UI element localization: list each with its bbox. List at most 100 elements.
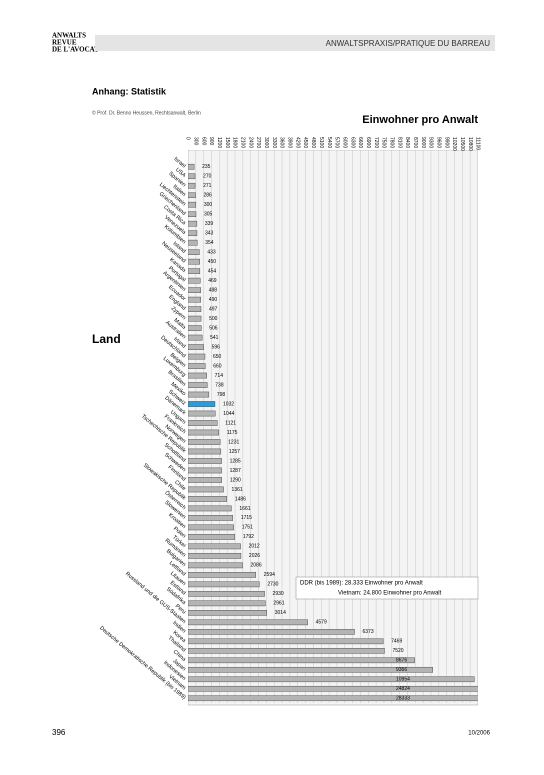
x-tick-label: 1800: [232, 137, 238, 148]
bar: [188, 458, 222, 464]
x-tick-label: 7500: [381, 137, 387, 148]
bar: [188, 657, 415, 664]
bar: [188, 638, 384, 645]
bar: [188, 391, 210, 398]
value-label: 454: [208, 268, 217, 274]
x-tick-label: 1200: [216, 137, 222, 148]
value-label: 490: [209, 297, 218, 303]
x-tick-label: 5100: [318, 137, 324, 148]
bar: [188, 420, 218, 426]
value-label: 343: [205, 231, 214, 237]
x-tick-label: 3600: [279, 137, 285, 148]
value-label: 1044: [223, 411, 234, 417]
x-tick-label: 8700: [412, 137, 418, 148]
value-label: 450: [208, 259, 217, 265]
value-label: 1287: [230, 468, 241, 474]
annotation: DDR (bis 1989): 28.333 Einwohner pro Anw…: [300, 581, 423, 587]
bar: [188, 230, 198, 236]
bar: [188, 581, 260, 588]
x-tick-label: 2700: [255, 137, 261, 148]
bar: [188, 477, 222, 483]
chart-title: Einwohner pro Anwalt: [362, 114, 478, 126]
value-label: 6373: [363, 629, 374, 635]
bar: [188, 201, 197, 208]
value-label: 9366: [396, 667, 407, 673]
bar: [188, 524, 234, 531]
value-label: 1361: [232, 487, 243, 493]
value-label: 235: [202, 164, 211, 170]
x-tick-label: 4800: [310, 137, 316, 148]
bar: [188, 410, 216, 417]
value-label: 28333: [396, 696, 410, 702]
x-tick-label: 6000: [341, 137, 347, 148]
value-label: 1231: [228, 439, 239, 445]
x-tick-label: 11100: [475, 137, 481, 150]
value-label: 650: [213, 354, 222, 360]
value-label: 3014: [275, 610, 286, 616]
x-tick-label: 8400: [404, 137, 410, 148]
value-label: 339: [205, 221, 214, 227]
value-label: 286: [203, 193, 212, 199]
value-label: 1486: [235, 496, 246, 502]
x-tick-label: 2100: [240, 137, 246, 148]
value-label: 2730: [267, 582, 278, 588]
bar: [188, 173, 196, 180]
value-label: 1257: [229, 449, 240, 455]
value-label: 1032: [223, 401, 234, 407]
bar: [188, 534, 236, 540]
value-label: 488: [209, 287, 218, 293]
bar: [188, 610, 267, 616]
x-tick-label: 10200: [451, 137, 457, 151]
annotation: Vietnam: 24.800 Einwohner pro Anwalt: [338, 591, 442, 597]
bar: [188, 334, 203, 341]
value-label: 469: [208, 278, 217, 284]
bar: [188, 439, 221, 445]
header-bar: [95, 35, 495, 51]
plot: [188, 150, 478, 706]
bar: [188, 543, 241, 550]
x-tick-label: 9000: [420, 137, 426, 148]
issue: 10/2006: [468, 731, 490, 737]
value-label: 7469: [391, 639, 402, 645]
bar: [188, 268, 201, 274]
bar: [188, 296, 202, 303]
value-label: 714: [215, 373, 224, 379]
bar: [188, 505, 232, 512]
value-label: 8676: [396, 658, 407, 664]
x-tick-label: 6300: [349, 137, 355, 148]
value-label: 305: [204, 212, 213, 218]
value-label: 2026: [249, 553, 260, 559]
x-tick-label: 10500: [459, 137, 465, 151]
bar: [188, 647, 385, 654]
x-tick-label: 0: [185, 137, 191, 140]
bar: [188, 619, 308, 626]
bar: [188, 249, 200, 255]
value-label: 660: [213, 363, 222, 369]
value-label: 433: [207, 249, 216, 255]
x-tick-label: 2400: [247, 137, 253, 148]
bar: [188, 220, 198, 227]
bar: [188, 676, 475, 683]
bar: [188, 353, 206, 360]
bar: [188, 382, 208, 388]
value-label: 1751: [242, 525, 253, 531]
x-tick-label: 3900: [287, 137, 293, 148]
x-tick-label: 8100: [396, 137, 402, 148]
value-label: 1285: [230, 458, 241, 464]
bar: [188, 553, 242, 559]
bar: [188, 629, 355, 635]
logo: REVUE: [52, 39, 77, 47]
value-label: 1121: [225, 420, 236, 426]
bar: [188, 306, 202, 312]
value-label: 1715: [241, 515, 252, 521]
value-label: 500: [209, 316, 218, 322]
value-label: 7520: [392, 648, 403, 654]
bar: [188, 211, 197, 218]
bar: [188, 562, 243, 569]
value-label: 4579: [316, 620, 327, 626]
logo: DE L'AVOCAT: [52, 46, 99, 54]
x-tick-label: 300: [193, 137, 199, 146]
value-label: 1290: [230, 477, 241, 483]
bar: [188, 258, 200, 265]
value-label: 738: [215, 382, 224, 388]
